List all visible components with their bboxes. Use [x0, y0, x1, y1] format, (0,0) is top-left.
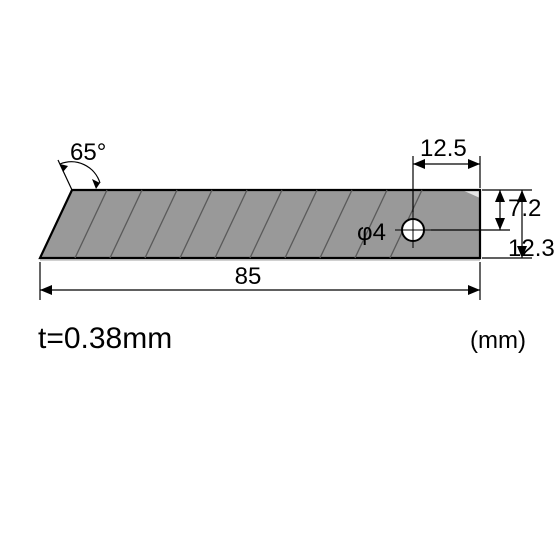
angle-dimension: 65° — [58, 139, 106, 190]
phi-label: φ4 — [357, 219, 386, 246]
unit-label: (mm) — [470, 327, 526, 354]
length-dimension: 85 — [40, 262, 480, 300]
height-value: 12.3 — [508, 235, 555, 262]
blade-body: φ4 — [40, 190, 480, 261]
length-value: 85 — [235, 263, 262, 290]
angle-value: 65° — [70, 139, 106, 166]
height-dimension: 12.3 — [482, 190, 555, 262]
thickness-label: t=0.38mm — [38, 322, 172, 355]
blade-drawing: φ4 65° 85 12.5 7.2 — [0, 0, 560, 560]
hole-x-value: 12.5 — [420, 135, 467, 162]
